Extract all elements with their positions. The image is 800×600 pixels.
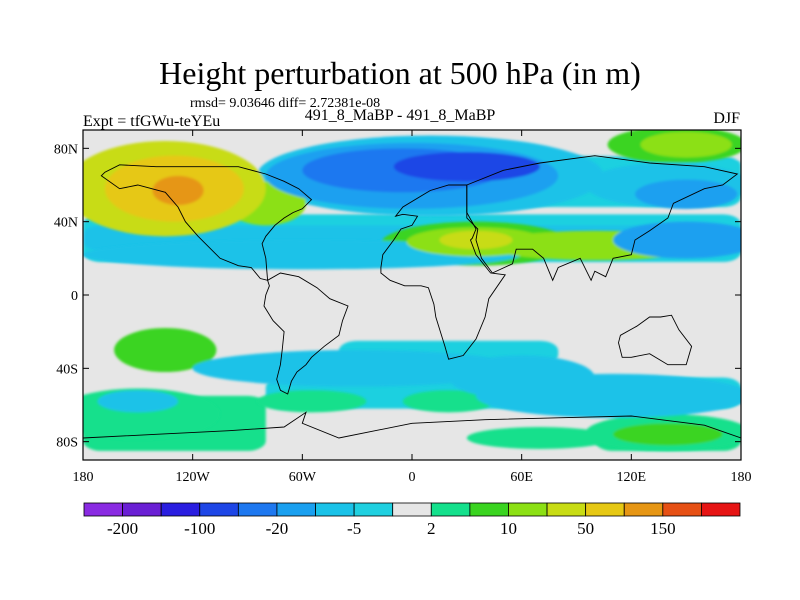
anomaly-contour-27 <box>393 152 540 182</box>
axes: 180 120W 60W 0 60E 120E 180 80N 40N 0 40S 80S <box>54 130 752 485</box>
x-tick-label: 180 <box>73 470 94 485</box>
y-tick-label: 40S <box>56 362 78 377</box>
colorbar-label: -5 <box>347 519 361 538</box>
colorbar-swatch-8 <box>392 502 432 517</box>
anomaly-contour-22 <box>613 221 741 259</box>
colorbar-swatch-13 <box>585 502 625 517</box>
colorbar-swatch-16 <box>701 502 741 517</box>
stats-label: rmsd= 9.03646 diff= 2.72381e-08 <box>190 96 381 111</box>
anomaly-contour-4 <box>466 427 614 449</box>
experiment-label: Expt = tfGWu-teYEu <box>83 113 221 130</box>
anomaly-contour-12 <box>192 350 522 387</box>
colorbar-swatch-10 <box>469 502 509 517</box>
colorbar-label: 2 <box>427 519 436 538</box>
anomaly-contour-21 <box>634 179 738 209</box>
anomaly-contour-11 <box>613 423 723 446</box>
anomaly-contour-1 <box>256 390 367 413</box>
coastline-north-america <box>100 164 313 281</box>
y-tick-label: 40N <box>54 216 78 231</box>
colorbar-swatch-14 <box>623 502 664 517</box>
coastline-asia <box>466 155 739 282</box>
x-tick-label: 60W <box>289 470 317 485</box>
colorbar-swatch-5 <box>276 502 316 517</box>
chart-subtitle: 491_8_MaBP - 491_8_MaBP <box>304 107 496 124</box>
colorbar-swatch-9 <box>430 502 471 517</box>
colorbar-label: 50 <box>577 519 594 538</box>
colorbar-swatch-1 <box>122 502 162 517</box>
colorbar-swatch-0 <box>83 502 123 517</box>
anomaly-contour-10 <box>114 328 217 372</box>
colorbar-label: -20 <box>266 519 289 538</box>
colorbar-swatch-12 <box>546 502 587 517</box>
anomaly-contour-2 <box>402 390 495 413</box>
colorbar-swatch-2 <box>160 502 201 517</box>
coastlines <box>83 155 741 439</box>
x-tick-label: 60E <box>510 470 533 485</box>
anomaly-contour-14 <box>476 373 741 418</box>
y-tick-label: 80S <box>56 436 78 451</box>
x-tick-label: 120E <box>617 470 647 485</box>
season-label: DJF <box>713 110 740 127</box>
colorbar-swatch-15 <box>662 502 702 517</box>
colorbar-label: -200 <box>107 519 138 538</box>
anomaly-contour-15 <box>97 390 179 413</box>
colorbar-swatch-11 <box>508 502 548 517</box>
colorbar-label: 10 <box>500 519 517 538</box>
x-tick-label: 0 <box>409 470 416 485</box>
coastline-africa-europe <box>380 184 506 360</box>
y-tick-label: 0 <box>71 289 78 304</box>
colorbar-swatch-6 <box>315 502 355 517</box>
colorbar-swatch-3 <box>199 502 239 517</box>
anomaly-contour-19 <box>640 131 732 158</box>
colorbar-swatch-7 <box>353 502 394 517</box>
map-area <box>83 130 741 460</box>
coastline-south-america <box>263 272 349 395</box>
x-tick-label: 180 <box>731 470 752 485</box>
chart-title: Height perturbation at 500 hPa (in m) <box>159 55 641 91</box>
anomaly-contour-28 <box>152 175 204 206</box>
y-tick-label: 80N <box>54 142 78 157</box>
colorbar-label: -100 <box>184 519 215 538</box>
x-tick-label: 120W <box>176 470 211 485</box>
coastline-antarctica <box>83 411 741 439</box>
colorbar: -200 -100 -20 -5 2 10 50 150 <box>83 502 741 538</box>
colorbar-swatch-4 <box>237 502 278 517</box>
colorbar-label: 150 <box>650 519 676 538</box>
coastline-australia <box>618 314 693 366</box>
